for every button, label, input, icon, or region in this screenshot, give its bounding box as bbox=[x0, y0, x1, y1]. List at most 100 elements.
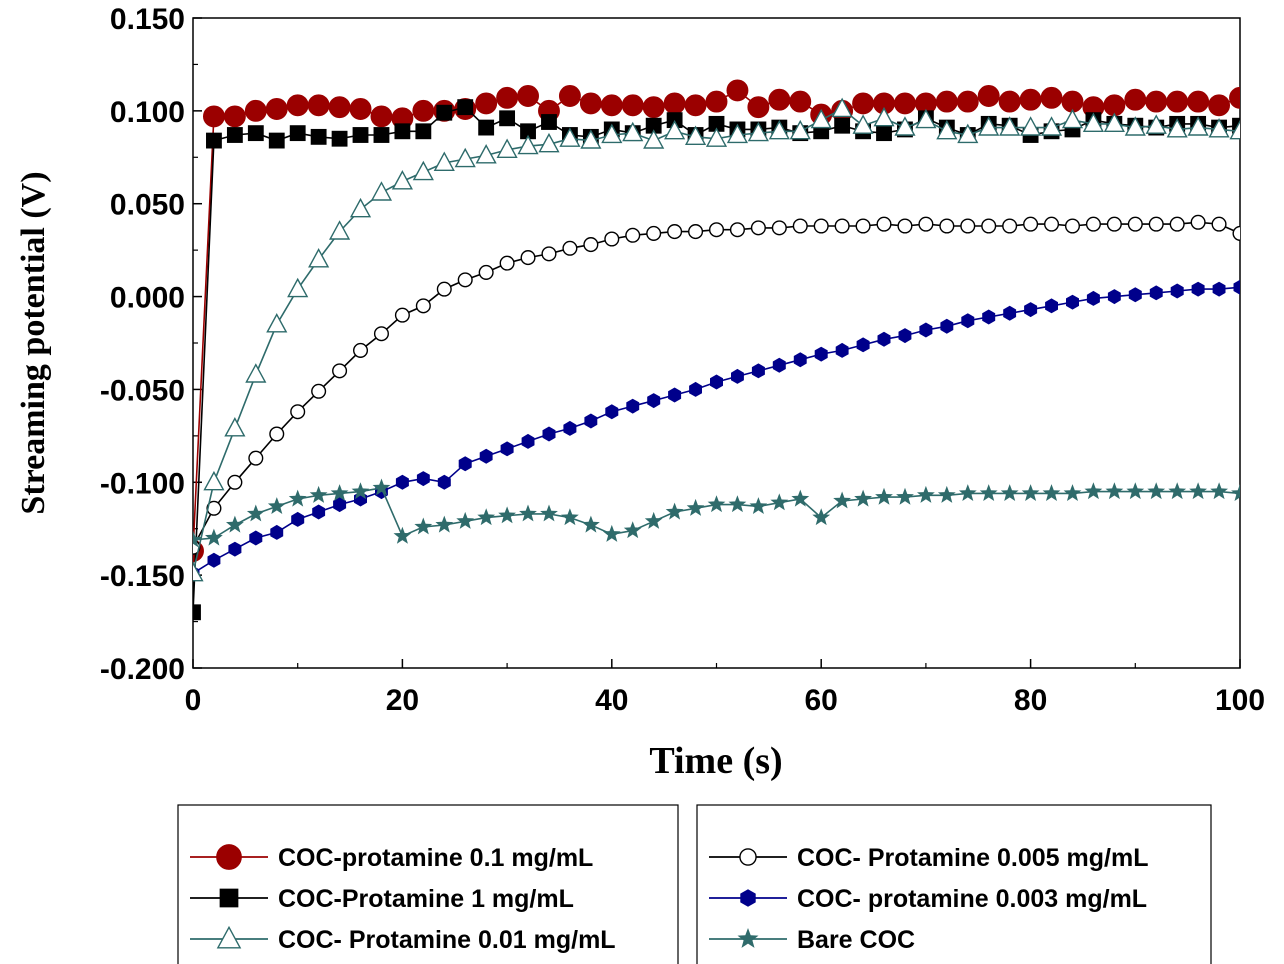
data-point bbox=[521, 433, 535, 449]
data-point bbox=[1149, 285, 1163, 301]
data-point bbox=[1066, 294, 1079, 310]
data-point bbox=[310, 128, 327, 145]
data-point bbox=[688, 224, 704, 240]
data-point bbox=[289, 125, 306, 142]
legend-entry: COC- Protamine 0.01 mg/mL bbox=[190, 925, 616, 954]
data-point bbox=[708, 222, 725, 238]
data-point bbox=[1166, 90, 1189, 113]
data-point bbox=[646, 225, 662, 241]
data-point bbox=[458, 456, 472, 472]
data-point bbox=[193, 530, 202, 548]
data-point bbox=[1145, 114, 1167, 134]
data-point bbox=[1212, 281, 1226, 297]
data-point bbox=[498, 506, 516, 524]
data-point bbox=[854, 489, 872, 507]
data-point bbox=[457, 272, 473, 288]
data-point bbox=[643, 129, 665, 149]
data-point bbox=[333, 497, 347, 513]
data-point bbox=[415, 298, 431, 314]
plot-axes: 0.150 0.100 0.050 0.000 -0.050 -0.100 -0.150 -0… bbox=[100, 3, 1265, 717]
data-point bbox=[478, 264, 494, 280]
series-layer bbox=[193, 79, 1240, 621]
data-point bbox=[728, 495, 747, 513]
data-point bbox=[600, 94, 623, 117]
data-point bbox=[193, 604, 201, 621]
data-point bbox=[1127, 216, 1143, 232]
data-point bbox=[579, 92, 602, 115]
data-point bbox=[689, 381, 702, 397]
data-point bbox=[1124, 116, 1146, 136]
data-point bbox=[1229, 86, 1240, 109]
data-point bbox=[499, 255, 515, 271]
data-point bbox=[1061, 108, 1084, 129]
x-tick-label: 100 bbox=[1215, 684, 1265, 717]
data-point bbox=[956, 90, 979, 113]
data-point bbox=[540, 504, 558, 522]
data-point bbox=[226, 127, 243, 143]
data-point bbox=[812, 508, 831, 526]
x-tick-label: 60 bbox=[805, 684, 838, 717]
y-tick-label: -0.200 bbox=[100, 653, 185, 686]
data-point bbox=[1106, 216, 1122, 232]
data-point bbox=[705, 90, 728, 113]
data-point bbox=[710, 374, 723, 390]
y-tick-label: -0.100 bbox=[100, 467, 185, 500]
legend-entry: Bare COC bbox=[709, 926, 915, 954]
data-point bbox=[1024, 302, 1038, 318]
data-point bbox=[349, 98, 372, 120]
data-point bbox=[605, 404, 619, 420]
data-point bbox=[665, 502, 684, 520]
data-point bbox=[435, 515, 454, 533]
y-tick-label: -0.150 bbox=[100, 560, 185, 593]
data-point bbox=[227, 474, 243, 490]
data-point bbox=[873, 106, 895, 127]
data-point bbox=[621, 94, 644, 117]
data-point bbox=[707, 495, 726, 513]
data-point bbox=[792, 218, 808, 234]
data-point bbox=[813, 218, 829, 234]
legend-label: COC-protamine 0.1 mg/mL bbox=[278, 844, 593, 872]
legend-marker bbox=[216, 844, 242, 870]
data-point bbox=[291, 511, 305, 527]
legend-entry: COC-Protamine 1 mg/mL bbox=[190, 885, 574, 913]
data-point bbox=[1064, 218, 1081, 234]
legend-label: COC- Protamine 0.005 mg/mL bbox=[797, 844, 1148, 872]
data-point bbox=[1040, 116, 1063, 136]
data-point bbox=[852, 92, 875, 115]
data-point bbox=[622, 121, 644, 142]
data-point bbox=[1044, 216, 1060, 232]
data-point bbox=[1021, 484, 1040, 501]
y-tick-label: 0.100 bbox=[110, 96, 185, 129]
data-point bbox=[1231, 484, 1240, 501]
data-point bbox=[249, 530, 263, 546]
data-point bbox=[1211, 216, 1227, 232]
data-point bbox=[1063, 484, 1082, 501]
data-point bbox=[394, 307, 410, 323]
data-point bbox=[352, 127, 369, 143]
data-point bbox=[918, 216, 934, 232]
data-point bbox=[267, 497, 286, 514]
data-point bbox=[960, 218, 976, 234]
data-point bbox=[937, 485, 956, 503]
data-point bbox=[206, 132, 222, 149]
data-point bbox=[667, 224, 683, 240]
data-point bbox=[936, 119, 958, 140]
data-point bbox=[917, 485, 935, 503]
data-point bbox=[520, 123, 536, 140]
data-point bbox=[772, 357, 786, 373]
data-point bbox=[266, 313, 288, 333]
data-point bbox=[1126, 482, 1145, 500]
data-point bbox=[1040, 86, 1063, 109]
data-point bbox=[705, 127, 728, 147]
data-point bbox=[583, 237, 599, 253]
data-point bbox=[1003, 305, 1017, 321]
data-point bbox=[877, 331, 891, 347]
data-point bbox=[1168, 482, 1187, 500]
data-point bbox=[961, 313, 975, 329]
data-point bbox=[207, 552, 221, 568]
plot-frame bbox=[192, 17, 1241, 669]
data-point bbox=[1086, 290, 1100, 306]
data-point bbox=[835, 342, 849, 358]
legend: COC-protamine 0.1 mg/mL COC-Protamine 1 m… bbox=[177, 804, 1212, 964]
